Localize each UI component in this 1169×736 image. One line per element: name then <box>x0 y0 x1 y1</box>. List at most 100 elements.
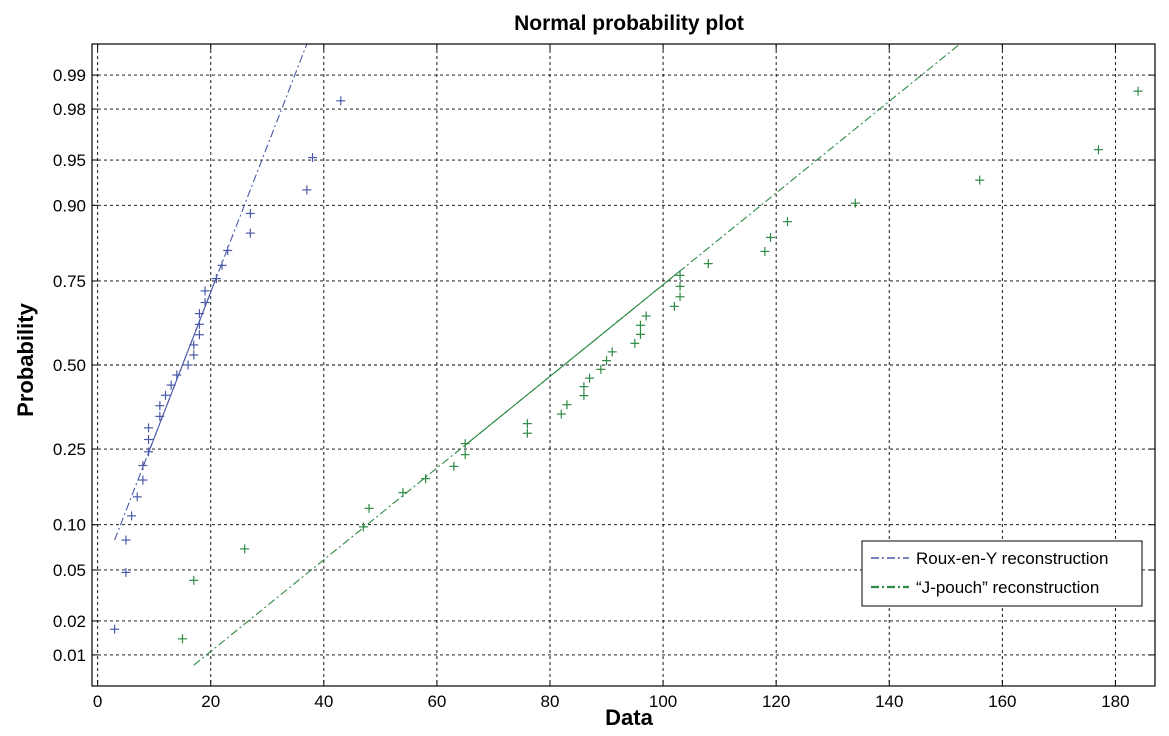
data-point <box>194 309 204 319</box>
data-point <box>675 281 685 291</box>
data-point <box>522 428 532 438</box>
data-point <box>144 434 154 444</box>
fit-line-solid <box>464 270 681 446</box>
data-point <box>760 246 770 256</box>
y-tick-label: 0.05 <box>53 561 86 580</box>
data-point <box>177 634 187 644</box>
data-point <box>460 450 470 460</box>
data-point <box>1133 86 1143 96</box>
data-point <box>166 380 176 390</box>
series-1 <box>177 43 1143 666</box>
data-point <box>217 260 227 270</box>
y-tick-label: 0.99 <box>53 66 86 85</box>
data-point <box>602 356 612 366</box>
fit-line-extended <box>114 43 308 541</box>
x-tick-label: 80 <box>541 692 560 711</box>
data-point <box>585 373 595 383</box>
y-tick-label: 0.02 <box>53 612 86 631</box>
data-point <box>211 274 221 284</box>
x-tick-label: 20 <box>201 692 220 711</box>
data-point <box>308 153 318 163</box>
x-tick-label: 40 <box>314 692 333 711</box>
legend-label: “J-pouch” reconstruction <box>916 578 1099 597</box>
data-point <box>189 575 199 585</box>
fit-line-extended <box>193 43 961 666</box>
y-tick-label: 0.25 <box>53 440 86 459</box>
data-point <box>607 347 617 357</box>
data-point <box>245 208 255 218</box>
x-axis-ticks: 0 20 40 60 80 100 120 140 160 180 <box>93 44 1130 711</box>
y-axis-ticks: 0.01 0.02 0.05 0.10 0.25 0.50 0.75 0.90 0.95 0.98… <box>53 66 1155 665</box>
data-point <box>138 475 148 485</box>
data-point <box>641 311 651 321</box>
data-point <box>155 401 165 411</box>
data-point <box>127 511 137 521</box>
data-point <box>336 96 346 106</box>
series-0 <box>110 43 346 634</box>
y-tick-label: 0.50 <box>53 356 86 375</box>
data-point <box>144 447 154 457</box>
data-point <box>132 492 142 502</box>
x-tick-label: 180 <box>1101 692 1129 711</box>
data-point <box>183 360 193 370</box>
data-point <box>579 391 589 401</box>
data-point <box>161 390 171 400</box>
y-tick-label: 0.75 <box>53 272 86 291</box>
x-tick-label: 160 <box>988 692 1016 711</box>
data-point <box>556 409 566 419</box>
data-point <box>635 329 645 339</box>
data-point <box>596 364 606 374</box>
x-tick-label: 0 <box>93 692 102 711</box>
x-tick-label: 140 <box>875 692 903 711</box>
data-point <box>110 624 120 634</box>
data-point <box>240 544 250 554</box>
data-point <box>121 567 131 577</box>
y-tick-label: 0.01 <box>53 646 86 665</box>
legend-label: Roux-en-Y reconstruction <box>916 549 1108 568</box>
data-point <box>449 461 459 471</box>
data-point <box>850 198 860 208</box>
data-point <box>579 382 589 392</box>
legend-box <box>861 540 1143 607</box>
y-tick-label: 0.90 <box>53 196 86 215</box>
data-point <box>245 228 255 238</box>
data-point <box>630 338 640 348</box>
data-point <box>138 460 148 470</box>
data-point <box>669 301 679 311</box>
data-point <box>194 319 204 329</box>
data-point <box>975 175 985 185</box>
y-axis-label: Probability <box>13 302 38 416</box>
data-point <box>121 535 131 545</box>
data-point <box>144 423 154 433</box>
data-point <box>223 245 233 255</box>
data-point <box>1093 145 1103 155</box>
data-point <box>172 370 182 380</box>
data-point <box>782 217 792 227</box>
data-point <box>194 330 204 340</box>
x-tick-label: 120 <box>762 692 790 711</box>
legend: Roux-en-Y reconstruction “J-pouch” recons… <box>861 540 1143 607</box>
x-tick-label: 60 <box>427 692 446 711</box>
data-point <box>200 297 210 307</box>
data-point <box>189 350 199 360</box>
data-point <box>460 439 470 449</box>
data-point <box>675 292 685 302</box>
chart-title: Normal probability plot <box>514 12 744 35</box>
data-point <box>675 270 685 280</box>
x-axis-label: Data <box>605 705 653 730</box>
y-tick-label: 0.95 <box>53 151 86 170</box>
data-series <box>110 43 1143 666</box>
data-point <box>398 488 408 498</box>
data-point <box>562 400 572 410</box>
data-point <box>766 232 776 242</box>
data-point <box>189 340 199 350</box>
data-point <box>421 474 431 484</box>
data-point <box>358 522 368 532</box>
y-tick-label: 0.98 <box>53 100 86 119</box>
data-point <box>302 185 312 195</box>
data-point <box>155 411 165 421</box>
data-point <box>200 286 210 296</box>
data-point <box>522 419 532 429</box>
data-point <box>635 320 645 330</box>
